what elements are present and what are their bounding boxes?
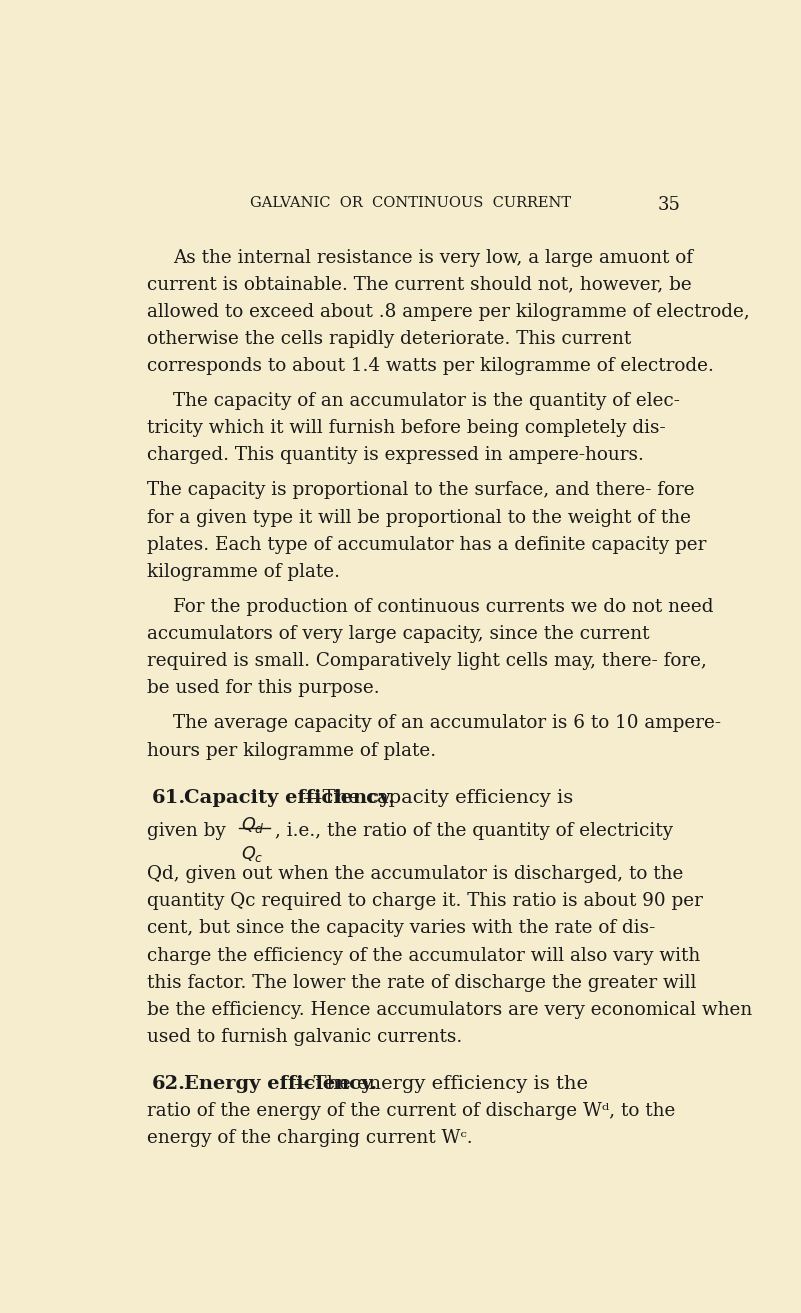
- Text: The capacity of an accumulator is the quantity of elec-: The capacity of an accumulator is the qu…: [173, 393, 680, 410]
- Text: charge the efficiency of the accumulator will also vary with: charge the efficiency of the accumulator…: [147, 947, 700, 965]
- Text: be used for this purpose.: be used for this purpose.: [147, 679, 380, 697]
- Text: energy of the charging current Wᶜ.: energy of the charging current Wᶜ.: [147, 1129, 473, 1148]
- Text: ratio of the energy of the current of discharge Wᵈ, to the: ratio of the energy of the current of di…: [147, 1102, 675, 1120]
- Text: As the internal resistance is very low, a large amuont of: As the internal resistance is very low, …: [173, 248, 694, 267]
- Text: Qd, given out when the accumulator is discharged, to the: Qd, given out when the accumulator is di…: [147, 865, 683, 884]
- Text: The capacity is proportional to the surface, and there- fore: The capacity is proportional to the surf…: [147, 482, 694, 499]
- Text: The average capacity of an accumulator is 6 to 10 ampere-: The average capacity of an accumulator i…: [173, 714, 722, 733]
- Text: 35: 35: [658, 196, 681, 214]
- Text: plates. Each type of accumulator has a definite capacity per: plates. Each type of accumulator has a d…: [147, 536, 706, 554]
- Text: Energy efficiency.: Energy efficiency.: [184, 1075, 377, 1094]
- Text: accumulators of very large capacity, since the current: accumulators of very large capacity, sin…: [147, 625, 649, 643]
- Text: —The energy efficiency is the: —The energy efficiency is the: [295, 1075, 589, 1094]
- Text: used to furnish galvanic currents.: used to furnish galvanic currents.: [147, 1028, 462, 1046]
- Text: For the production of continuous currents we do not need: For the production of continuous current…: [173, 597, 714, 616]
- Text: hours per kilogramme of plate.: hours per kilogramme of plate.: [147, 742, 436, 759]
- Text: kilogramme of plate.: kilogramme of plate.: [147, 563, 340, 580]
- Text: 61.: 61.: [151, 789, 186, 806]
- Text: GALVANIC  OR  CONTINUOUS  CURRENT: GALVANIC OR CONTINUOUS CURRENT: [250, 196, 571, 210]
- Text: Capacity efficiency.: Capacity efficiency.: [184, 789, 395, 806]
- Text: , i.e., the ratio of the quantity of electricity: , i.e., the ratio of the quantity of ele…: [275, 822, 673, 840]
- Text: —The capacity efficiency is: —The capacity efficiency is: [303, 789, 574, 806]
- Text: $Q_c$: $Q_c$: [241, 844, 264, 864]
- Text: quantity Qc required to charge it. This ratio is about 90 per: quantity Qc required to charge it. This …: [147, 893, 702, 910]
- Text: current is obtainable. The current should not, however, be: current is obtainable. The current shoul…: [147, 276, 691, 294]
- Text: cent, but since the capacity varies with the rate of dis-: cent, but since the capacity varies with…: [147, 919, 655, 937]
- Text: this factor. The lower the rate of discharge the greater will: this factor. The lower the rate of disch…: [147, 974, 696, 991]
- Text: corresponds to about 1.4 watts per kilogramme of electrode.: corresponds to about 1.4 watts per kilog…: [147, 357, 714, 376]
- Text: charged. This quantity is expressed in ampere-hours.: charged. This quantity is expressed in a…: [147, 446, 643, 465]
- Text: $Q_d$: $Q_d$: [241, 815, 265, 835]
- Text: for a given type it will be proportional to the weight of the: for a given type it will be proportional…: [147, 508, 690, 527]
- Text: given by: given by: [147, 822, 225, 840]
- Text: be the efficiency. Hence accumulators are very economical when: be the efficiency. Hence accumulators ar…: [147, 1001, 752, 1019]
- Text: 62.: 62.: [151, 1075, 186, 1094]
- Text: required is small. Comparatively light cells may, there- fore,: required is small. Comparatively light c…: [147, 653, 706, 670]
- Text: allowed to exceed about .8 ampere per kilogramme of electrode,: allowed to exceed about .8 ampere per ki…: [147, 303, 750, 320]
- Text: tricity which it will furnish before being completely dis-: tricity which it will furnish before bei…: [147, 419, 666, 437]
- Text: otherwise the cells rapidly deteriorate. This current: otherwise the cells rapidly deteriorate.…: [147, 330, 631, 348]
